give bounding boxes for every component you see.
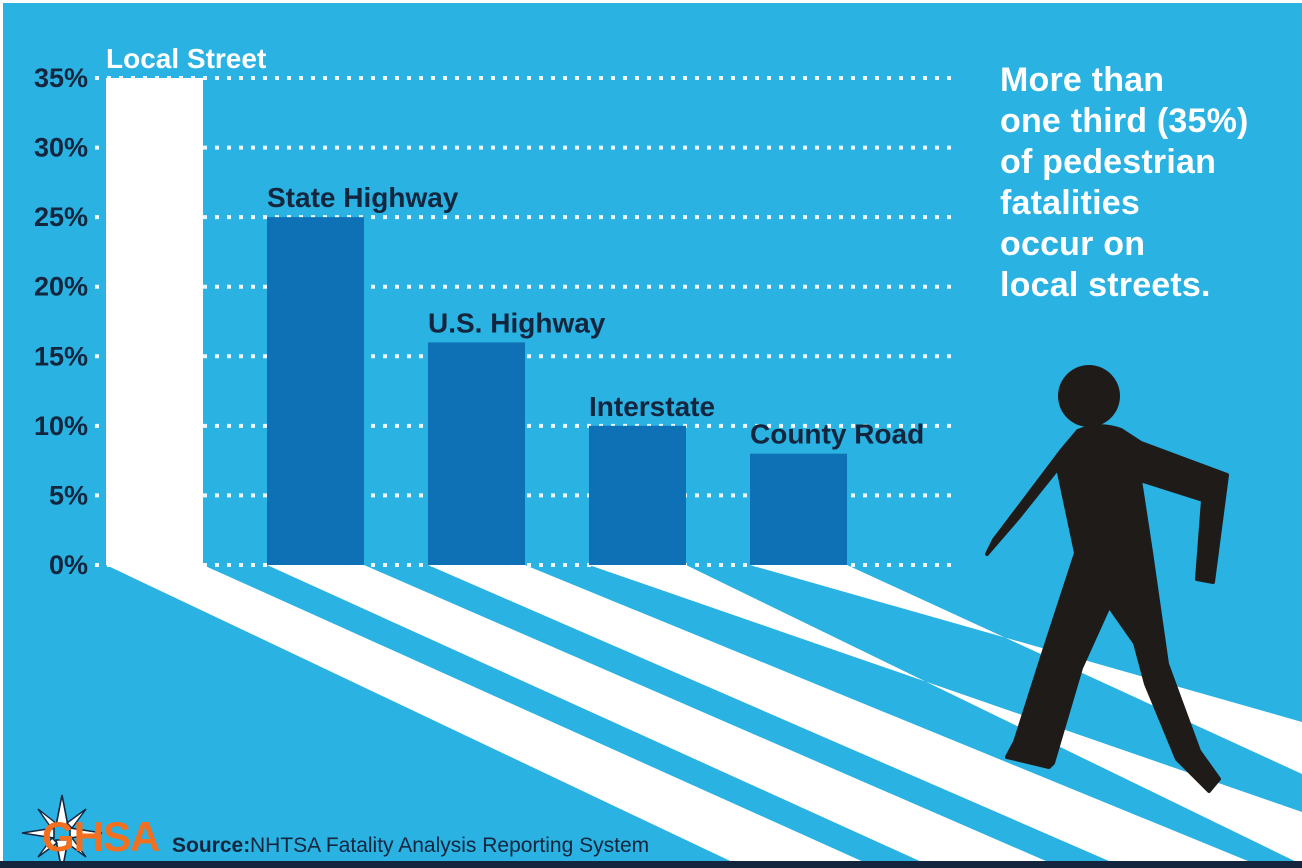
y-axis-tick-label: 30%	[34, 133, 88, 163]
pedestrian-head	[1058, 365, 1120, 427]
bars	[106, 78, 847, 565]
bar-label: Interstate	[589, 391, 715, 422]
compass-star-icon	[21, 794, 103, 868]
y-axis-tick-label: 10%	[34, 411, 88, 441]
bar-label: State Highway	[267, 182, 459, 213]
y-axis-tick-label: 35%	[34, 63, 88, 93]
y-axis-tick-label: 25%	[34, 202, 88, 232]
ghsa-logo: GHSA	[21, 794, 161, 868]
bar	[428, 342, 525, 565]
y-axis-tick-label: 0%	[49, 550, 88, 580]
key-finding-text: More than one third (35%) of pedestrian …	[1000, 61, 1249, 304]
bar-label: Local Street	[106, 43, 266, 74]
bar	[267, 217, 364, 565]
source-text: NHTSA Fatality Analysis Reporting System	[250, 834, 649, 857]
source-line: Source: NHTSA Fatality Analysis Reportin…	[172, 834, 649, 857]
bar	[750, 453, 847, 565]
bottom-border	[0, 861, 1302, 868]
left-border	[0, 0, 3, 868]
y-axis-tick-label: 20%	[34, 272, 88, 302]
crosswalk-stripe	[106, 565, 877, 868]
bar	[589, 425, 686, 565]
crosswalk-stripe	[267, 565, 1062, 868]
crosswalk-stripes	[106, 565, 1302, 868]
pedestrian-icon	[985, 365, 1229, 793]
bar-label: County Road	[750, 419, 924, 450]
y-axis-tick-label: 5%	[49, 480, 88, 510]
crosswalk-stripe	[428, 565, 1265, 868]
source-label: Source:	[172, 834, 250, 857]
pedestrian-body	[985, 424, 1229, 793]
y-axis-labels: 35% 30% 25% 20% 15% 10% 5% 0%	[34, 63, 88, 580]
y-axis-tick-label: 15%	[34, 341, 88, 371]
ghsa-logo-text: GHSA	[42, 813, 160, 860]
bar-label: U.S. Highway	[428, 307, 606, 338]
top-border	[0, 0, 1302, 3]
bar-labels: Local Street State Highway U.S. Highway Int…	[106, 43, 924, 450]
bar	[106, 78, 203, 565]
